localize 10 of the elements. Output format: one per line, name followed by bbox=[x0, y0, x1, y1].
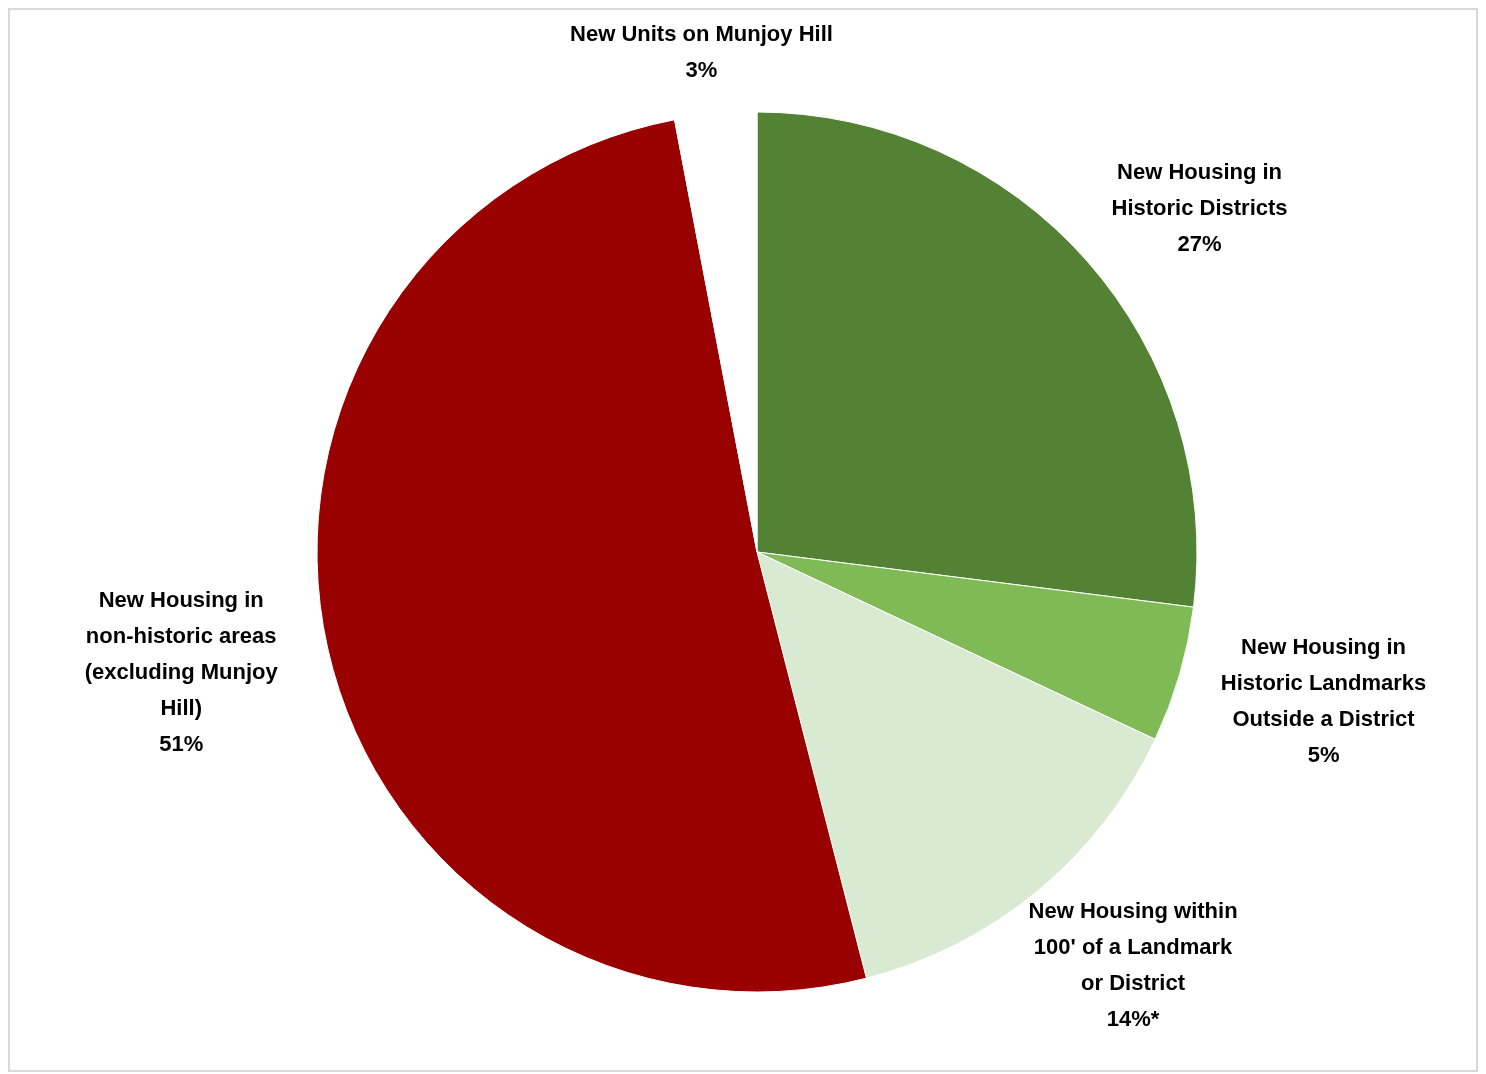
data-label: 3% bbox=[685, 57, 718, 83]
slice-label: New Housing within 100' of a Landmark or District bbox=[1028, 897, 1238, 995]
data-label: 27% bbox=[1177, 230, 1222, 256]
slice-label: New Units on Munjoy Hill bbox=[570, 21, 833, 47]
slice-label: New Housing in Historic Districts bbox=[1111, 158, 1288, 220]
slice-label: New Housing in Historic Landmarks Outside a District bbox=[1220, 633, 1427, 731]
slice-label: New Housing in non-historic areas (excluding Munjoy Hill) bbox=[84, 586, 279, 720]
data-label: 14%* bbox=[1106, 1005, 1160, 1031]
data-label: 5% bbox=[1307, 741, 1340, 767]
data-label: 51% bbox=[159, 730, 204, 756]
